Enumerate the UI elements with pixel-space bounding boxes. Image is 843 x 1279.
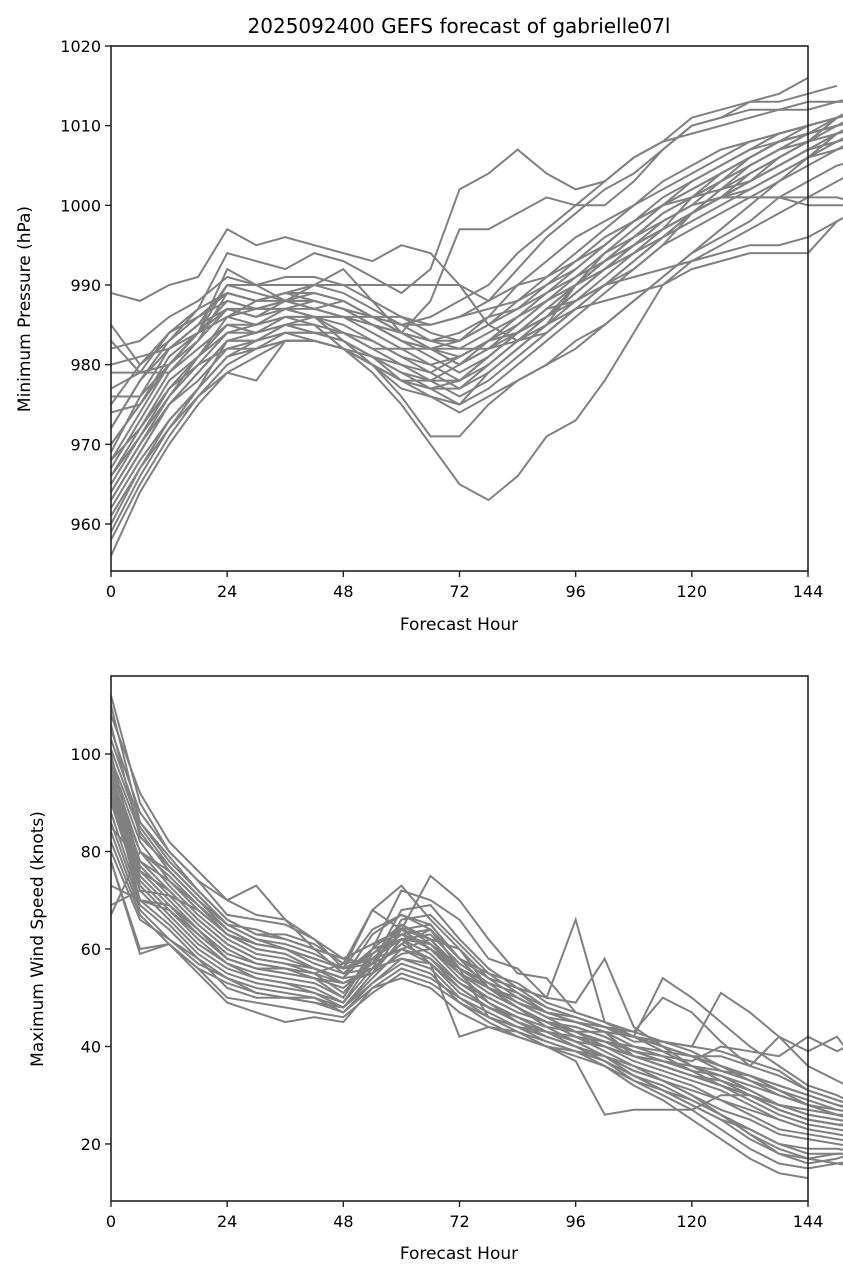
pressure-x-tick-label: 120 (677, 582, 708, 601)
pressure-series-line (110, 129, 843, 461)
wind-y-axis-label: Maximum Wind Speed (knots) (28, 811, 48, 1067)
wind-series-line (110, 889, 843, 1132)
pressure-series-line (110, 196, 843, 509)
wind-series-line (110, 821, 843, 1170)
wind-x-tick-label: 96 (565, 1212, 585, 1231)
pressure-x-tick-label: 96 (565, 582, 585, 601)
wind-series-line (110, 724, 843, 1112)
wind-series-line (110, 778, 843, 1122)
wind-y-tick-label: 80 (81, 842, 101, 861)
pressure-y-tick-label: 980 (70, 356, 101, 375)
pressure-x-tick-label: 48 (333, 582, 353, 601)
wind-y-tick-label: 20 (81, 1135, 101, 1154)
pressure-x-tick-label: 0 (106, 582, 116, 601)
wind-x-tick-label: 48 (333, 1212, 353, 1231)
wind-x-tick-label: 120 (677, 1212, 708, 1231)
pressure-series-line (110, 146, 843, 477)
pressure-series-line (110, 115, 843, 445)
pressure-x-axis-label: Forecast Hour (400, 615, 518, 635)
pressure-series-group (110, 77, 843, 557)
pressure-series-line (110, 162, 843, 493)
wind-chart: 0 24 48 72 96 120 144 20 40 60 80 100 Forecast Hou… (28, 675, 843, 1264)
pressure-x-tick-label: 72 (449, 582, 469, 601)
pressure-y-tick-label: 960 (70, 515, 101, 534)
wind-y-tick-label: 60 (81, 940, 101, 959)
wind-x-tick-label: 0 (106, 1212, 116, 1231)
pressure-series-line (110, 121, 843, 533)
pressure-series-line (110, 123, 843, 406)
pressure-series-line (110, 115, 843, 557)
wind-x-tick-label: 24 (217, 1212, 237, 1231)
pressure-chart: 2025092400 GEFS forecast of gabrielle07l… (15, 14, 843, 635)
pressure-x-ticks: 0 24 48 72 96 120 144 (106, 571, 823, 601)
pressure-series-line (110, 138, 843, 477)
pressure-y-tick-label: 1000 (60, 196, 101, 215)
wind-series-line (110, 860, 843, 1166)
pressure-y-axis-label: Minimum Pressure (hPa) (15, 206, 35, 412)
wind-series-line (110, 714, 843, 1112)
pressure-y-ticks: 960 970 980 990 1000 1010 1020 (60, 37, 111, 534)
pressure-y-tick-label: 1020 (60, 37, 101, 56)
pressure-series-line (110, 176, 843, 502)
pressure-y-tick-label: 1010 (60, 117, 101, 136)
wind-y-tick-label: 100 (70, 745, 101, 764)
pressure-x-tick-label: 144 (793, 582, 824, 601)
pressure-y-tick-label: 990 (70, 276, 101, 295)
pressure-series-line (110, 145, 843, 485)
wind-x-tick-label: 72 (449, 1212, 469, 1231)
wind-y-tick-label: 40 (81, 1037, 101, 1056)
wind-series-line (110, 753, 843, 1137)
chart-title: 2025092400 GEFS forecast of gabrielle07l (248, 14, 671, 38)
wind-y-ticks: 20 40 60 80 100 (70, 745, 111, 1154)
wind-series-group (110, 695, 843, 1180)
pressure-series-line (110, 77, 809, 367)
pressure-x-tick-label: 24 (217, 582, 237, 601)
wind-series-line (110, 704, 843, 1108)
pressure-y-tick-label: 970 (70, 435, 101, 454)
wind-x-axis-label: Forecast Hour (400, 1244, 518, 1264)
wind-x-tick-label: 144 (793, 1212, 824, 1231)
wind-x-ticks: 0 24 48 72 96 120 144 (106, 1201, 823, 1231)
pressure-series-line (110, 123, 843, 429)
wind-series-line (110, 792, 843, 1142)
